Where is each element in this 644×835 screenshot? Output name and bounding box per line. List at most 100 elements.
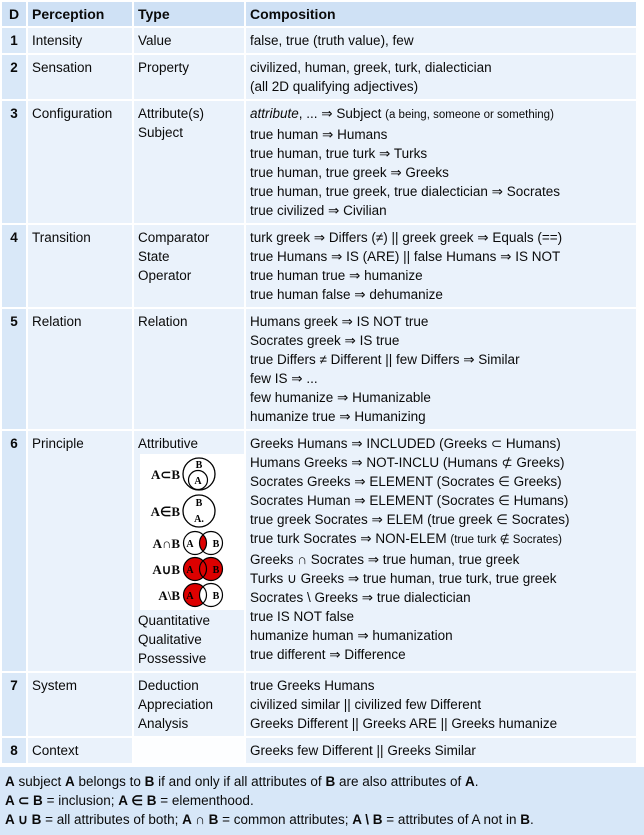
cell-type: Comparator State Operator — [134, 225, 244, 307]
text-segment: (true turk ∉ Socrates) — [450, 534, 563, 546]
text-segment: Humans greek ⇒ IS NOT true — [250, 314, 429, 329]
table-row: 6 Principle Attributive A⊂B B A A∈B B A. A∩B A B A∪B… — [2, 431, 636, 671]
text-segment: civilized similar || civilized few Diffe… — [250, 697, 482, 712]
text-segment: humanize human ⇒ humanization — [250, 628, 453, 643]
venn-row-element: A∈B B A. — [140, 493, 242, 530]
composition-line: Turks ∪ Greeks ⇒ true human, true turk, … — [250, 569, 632, 588]
venn-label-subset: A⊂B — [151, 467, 180, 482]
cell-perception: Context — [28, 738, 132, 763]
composition-line: true Humans ⇒ IS (ARE) || false Humans ⇒… — [250, 247, 632, 266]
text-segment: true greek Socrates ⇒ ELEM (true greek ∈… — [250, 512, 570, 527]
venn-label-union: A∪B — [152, 561, 180, 577]
text-segment: few humanize ⇒ Humanizable — [250, 390, 431, 405]
cell-composition: attribute, ... ⇒ Subject (a being, someo… — [246, 101, 636, 223]
composition-line: turk greek ⇒ Differs (≠) || greek greek … — [250, 228, 632, 247]
footnote-line: A ⊂ B = inclusion; A ∈ B = elementhood. — [5, 791, 639, 810]
text-segment: Socrates Human ⇒ ELEMENT (Socrates ∈ Hum… — [250, 493, 569, 508]
table-row: 5 Relation Relation Humans greek ⇒ IS NOT t… — [2, 309, 636, 429]
cell-perception: Configuration — [28, 101, 132, 223]
header-row: D Perception Type Composition — [2, 2, 636, 26]
column-header-type: Type — [134, 2, 244, 26]
cell-composition: false, true (truth value), few — [246, 28, 636, 53]
column-header-d: D — [2, 2, 26, 26]
text-segment: A ∪ B — [5, 812, 42, 827]
table-row: 8 Context Greeks few Different || Greeks S… — [2, 738, 636, 763]
cell-composition: Greeks few Different || Greeks Similar — [246, 738, 636, 763]
venn-row-difference: A\B A B — [140, 582, 242, 608]
footnote-line: A ∪ B = all attributes of both; A ∩ B = … — [5, 810, 639, 829]
type-line: Qualitative — [138, 632, 202, 647]
composition-line: true human false ⇒ dehumanize — [250, 285, 632, 304]
cell-composition: civilized, human, greek, turk, dialectic… — [246, 55, 636, 99]
column-header-composition: Composition — [246, 2, 636, 26]
cell-type: Relation — [134, 309, 244, 429]
composition-line: true different ⇒ Difference — [250, 645, 632, 664]
footnote-block: A subject A belongs to B if and only if … — [0, 767, 644, 835]
text-segment: true civilized ⇒ Civilian — [250, 203, 387, 218]
composition-line: Greeks Different || Greeks ARE || Greeks… — [250, 714, 632, 733]
composition-line: civilized similar || civilized few Diffe… — [250, 695, 632, 714]
text-segment: true turk Socrates ⇒ NON-ELEM — [250, 531, 451, 546]
composition-line: (all 2D qualifying adjectives) — [250, 77, 632, 96]
cell-perception: System — [28, 673, 132, 736]
text-segment: humanize true ⇒ Humanizing — [250, 409, 426, 424]
text-segment: B — [520, 812, 531, 827]
cell-dimension: 7 — [2, 673, 26, 736]
composition-line: Socrates Human ⇒ ELEMENT (Socrates ∈ Hum… — [250, 491, 632, 510]
composition-line: Greeks ∩ Socrates ⇒ true human, true gre… — [250, 550, 632, 569]
type-line: Value — [138, 33, 172, 48]
text-segment: attribute — [250, 106, 299, 121]
text-segment: true Humans ⇒ IS (ARE) || false Humans ⇒… — [250, 249, 561, 264]
composition-line: true turk Socrates ⇒ NON-ELEM (true turk… — [250, 529, 632, 550]
text-segment: , ... ⇒ Subject — [298, 106, 386, 121]
text-segment: Greeks Different || Greeks ARE || Greeks… — [250, 716, 558, 731]
text-segment: (a being, someone or something) — [385, 109, 554, 121]
venn-row-union: A∪B A B — [140, 556, 242, 582]
text-segment: B — [144, 774, 155, 789]
cell-composition: Humans greek ⇒ IS NOT true Socrates greek… — [246, 309, 636, 429]
composition-line: Greeks few Different || Greeks Similar — [250, 741, 632, 760]
text-segment: true Greeks Humans — [250, 678, 375, 693]
text-segment: A ∩ B — [182, 812, 219, 827]
type-line: Analysis — [138, 716, 189, 731]
text-segment: = all attributes of both; — [41, 812, 183, 827]
cell-type: Attribute(s) Subject — [134, 101, 244, 223]
type-line: Subject — [138, 125, 184, 140]
svg-text:B: B — [196, 460, 203, 471]
cell-type: Property — [134, 55, 244, 99]
text-segment: few IS ⇒ ... — [250, 371, 318, 386]
cell-perception: Relation — [28, 309, 132, 429]
type-line: Relation — [138, 314, 188, 329]
composition-line: civilized, human, greek, turk, dialectic… — [250, 58, 632, 77]
table-row: 2 Sensation Property civilized, human, gree… — [2, 55, 636, 99]
cell-composition: Greeks Humans ⇒ INCLUDED (Greeks ⊂ Human… — [246, 431, 636, 671]
composition-line: true Differs ≠ Different || few Differs … — [250, 350, 632, 369]
cell-perception: Principle — [28, 431, 132, 671]
text-segment: A — [465, 774, 475, 789]
svg-text:A: A — [186, 591, 194, 602]
text-segment: A \ B — [352, 812, 383, 827]
column-header-perception: Perception — [28, 2, 132, 26]
type-line: Operator — [138, 268, 192, 283]
text-segment: if and only if all attributes of — [154, 774, 326, 789]
footnote-line: A subject A belongs to B if and only if … — [5, 772, 639, 791]
perception-table: D Perception Type Composition 1 Intensity Val… — [2, 2, 636, 763]
composition-line: few humanize ⇒ Humanizable — [250, 388, 632, 407]
cell-type — [134, 738, 244, 763]
text-segment: Socrates Greeks ⇒ ELEMENT (Socrates ∈ Gr… — [250, 474, 562, 489]
cell-dimension: 1 — [2, 28, 26, 53]
table-row: 7 System Deduction Appreciation Analysis true… — [2, 673, 636, 736]
text-segment: A ⊂ B — [5, 793, 43, 808]
text-segment: false, true (truth value), few — [250, 33, 414, 48]
type-line: State — [138, 249, 170, 264]
composition-line: true human true ⇒ humanize — [250, 266, 632, 285]
text-segment: . — [474, 774, 479, 789]
text-segment: Socrates \ Greeks ⇒ true dialectician — [250, 590, 471, 605]
text-segment: true human, true greek, true dialecticia… — [250, 184, 560, 199]
text-segment: true Differs ≠ Different || few Differs … — [250, 352, 520, 367]
composition-line: attribute, ... ⇒ Subject (a being, someo… — [250, 104, 632, 125]
venn-label-difference: A\B — [158, 587, 180, 603]
text-segment: Greeks ∩ Socrates ⇒ true human, true gre… — [250, 552, 520, 567]
